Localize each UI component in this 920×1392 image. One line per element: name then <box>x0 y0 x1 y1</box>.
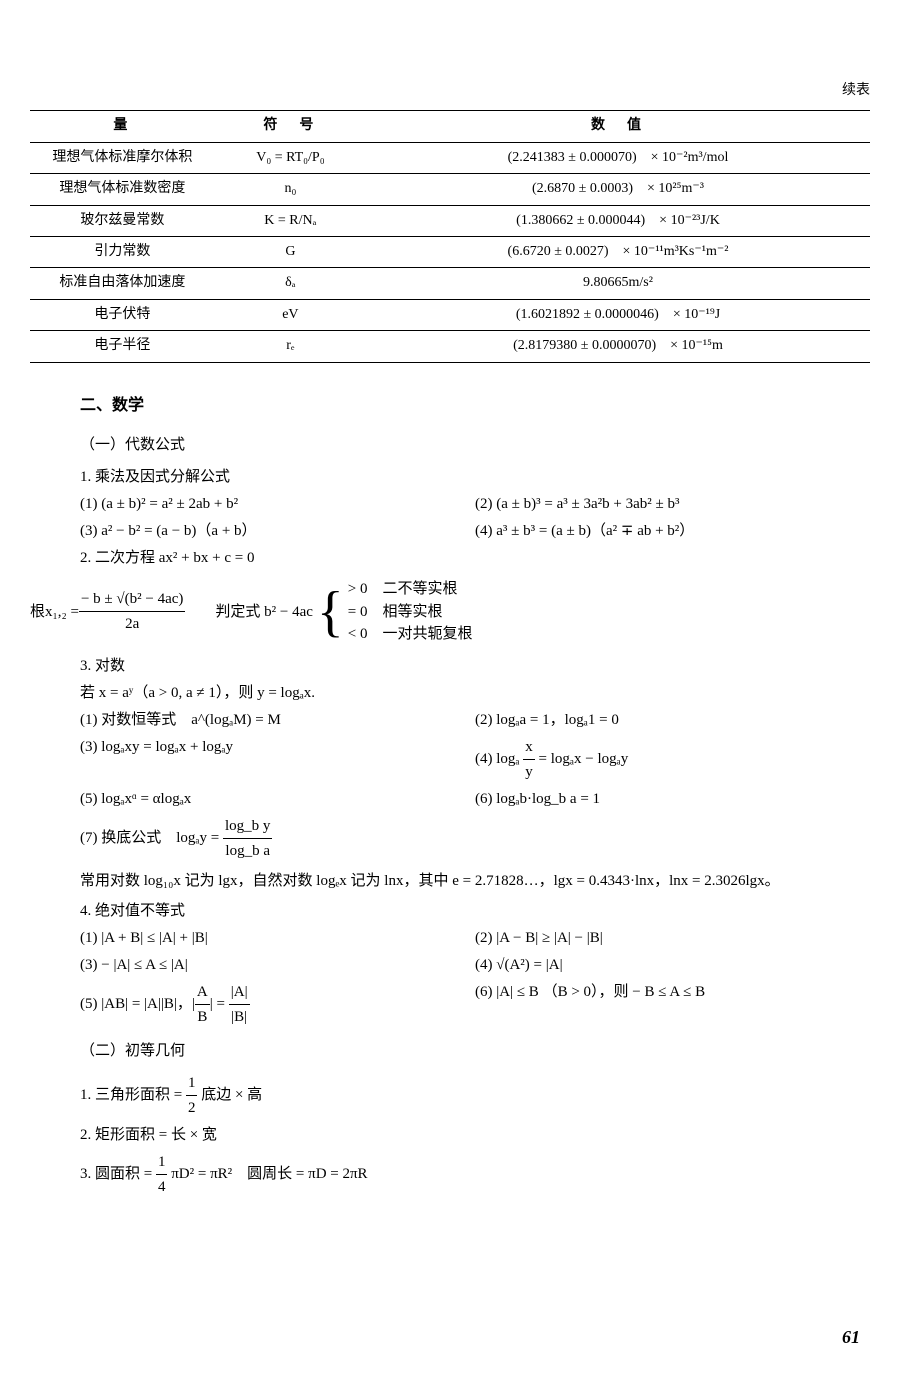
log-formula-4: (4) logₐ xy = logₐx − logₐy <box>475 735 870 784</box>
geometry-1: 1. 三角形面积 = 12 底边 × 高 <box>80 1071 870 1120</box>
page-number: 61 <box>842 1323 860 1352</box>
cell: (1.380662 ± 0.000044) × 10⁻²³J/K <box>366 205 870 236</box>
formula-3: (3) a² − b² = (a − b)（a + b） <box>80 519 475 543</box>
root-label: 根 <box>30 600 45 624</box>
algebra-title: （一）代数公式 <box>80 433 870 457</box>
log-formula-3: (3) logₐxy = logₐx + logₐy <box>80 735 475 784</box>
cell: 引力常数 <box>30 236 215 267</box>
brace-icon: { <box>317 584 344 640</box>
table-row: 玻尔兹曼常数K = R/Nₐ(1.380662 ± 0.000044) × 10… <box>30 205 870 236</box>
header-value: 数 值 <box>366 111 870 142</box>
cell: 电子半径 <box>30 331 215 362</box>
cell: 理想气体标准数密度 <box>30 174 215 205</box>
geometry-title: （二）初等几何 <box>80 1039 870 1063</box>
case-lt: < 0 一对共轭复根 <box>348 623 473 646</box>
cell: V₀ = RT₀/P₀ <box>215 142 366 173</box>
cell: (2.6870 ± 0.0003) × 10²⁵m⁻³ <box>366 174 870 205</box>
log-formula-5: (5) logₐxᵅ = αlogₐx <box>80 787 475 811</box>
cell: (6.6720 ± 0.0027) × 10⁻¹¹m³Ks⁻¹m⁻² <box>366 236 870 267</box>
abs-formula-2: (2) |A − B| ≥ |A| − |B| <box>475 926 870 950</box>
cell: 标准自由落体加速度 <box>30 268 215 299</box>
constants-table: 量 符 号 数 值 理想气体标准摩尔体积V₀ = RT₀/P₀(2.241383… <box>30 110 870 362</box>
abs-title: 4. 绝对值不等式 <box>80 899 870 923</box>
abs-formula-4: (4) √(A²) = |A| <box>475 953 870 977</box>
log-paragraph: 常用对数 log₁₀x 记为 lgx，自然对数 logₑx 记为 lnx，其中 … <box>30 869 870 893</box>
log-formula-6: (6) logₐb·log_b a = 1 <box>475 787 870 811</box>
root-x: x₁,₂ = <box>45 600 79 624</box>
cell: eV <box>215 299 366 330</box>
geometry-2: 2. 矩形面积 = 长 × 宽 <box>80 1123 870 1147</box>
log-formula-1: (1) 对数恒等式 a^(logₐM) = M <box>80 708 475 732</box>
continuation-label: 续表 <box>30 80 870 102</box>
cell: G <box>215 236 366 267</box>
cell: 玻尔兹曼常数 <box>30 205 215 236</box>
table-row: 电子伏特eV(1.6021892 ± 0.0000046) × 10⁻¹⁹J <box>30 299 870 330</box>
table-body: 理想气体标准摩尔体积V₀ = RT₀/P₀(2.241383 ± 0.00007… <box>30 142 870 362</box>
cell: K = R/Nₐ <box>215 205 366 236</box>
quadratic-root: 根 x₁,₂ = − b ± √(b² − 4ac) 2a 判定式 b² − 4… <box>30 578 870 646</box>
log-title: 3. 对数 <box>80 654 870 678</box>
abs-formula-6: (6) |A| ≤ B （B > 0），则 − B ≤ A ≤ B <box>475 980 870 1029</box>
table-row: 标准自由落体加速度δₐ9.80665m/s² <box>30 268 870 299</box>
multiplication-title: 1. 乘法及因式分解公式 <box>80 465 870 489</box>
abs-formula-3: (3) − |A| ≤ A ≤ |A| <box>80 953 475 977</box>
section-math-title: 二、数学 <box>80 393 870 419</box>
formula-2: (2) (a ± b)³ = a³ ± 3a²b + 3ab² ± b³ <box>475 492 870 516</box>
root-numerator: − b ± √(b² − 4ac) <box>79 587 185 612</box>
table-header-row: 量 符 号 数 值 <box>30 111 870 142</box>
table-row: 电子半径rₑ(2.8179380 ± 0.0000070) × 10⁻¹⁵m <box>30 331 870 362</box>
cell: n₀ <box>215 174 366 205</box>
abs-formula-5: (5) |AB| = |A||B|，|AB| = |A||B| <box>80 980 475 1029</box>
table-row: 理想气体标准数密度n₀(2.6870 ± 0.0003) × 10²⁵m⁻³ <box>30 174 870 205</box>
case-eq: = 0 相等实根 <box>348 601 473 624</box>
cell: (1.6021892 ± 0.0000046) × 10⁻¹⁹J <box>366 299 870 330</box>
cell: 电子伏特 <box>30 299 215 330</box>
formula-1: (1) (a ± b)² = a² ± 2ab + b² <box>80 492 475 516</box>
header-quantity: 量 <box>30 111 215 142</box>
cell: 理想气体标准摩尔体积 <box>30 142 215 173</box>
root-denominator: 2a <box>79 612 185 636</box>
case-gt: > 0 二不等实根 <box>348 578 473 601</box>
cell: (2.8179380 ± 0.0000070) × 10⁻¹⁵m <box>366 331 870 362</box>
log-definition: 若 x = aʸ（a > 0, a ≠ 1），则 y = logₐx. <box>80 681 870 705</box>
discriminant-cases: > 0 二不等实根 = 0 相等实根 < 0 一对共轭复根 <box>348 578 473 646</box>
root-fraction: − b ± √(b² − 4ac) 2a <box>79 587 185 636</box>
log-formula-2: (2) logₐa = 1，logₐ1 = 0 <box>475 708 870 732</box>
discriminant-label: 判定式 b² − 4ac <box>185 600 313 624</box>
formula-4: (4) a³ ± b³ = (a ± b)（a² ∓ ab + b²） <box>475 519 870 543</box>
quadratic-title: 2. 二次方程 ax² + bx + c = 0 <box>80 546 870 570</box>
cell: δₐ <box>215 268 366 299</box>
table-row: 理想气体标准摩尔体积V₀ = RT₀/P₀(2.241383 ± 0.00007… <box>30 142 870 173</box>
cell: 9.80665m/s² <box>366 268 870 299</box>
cell: (2.241383 ± 0.000070) × 10⁻²m³/mol <box>366 142 870 173</box>
table-row: 引力常数G(6.6720 ± 0.0027) × 10⁻¹¹m³Ks⁻¹m⁻² <box>30 236 870 267</box>
log-formula-7: (7) 换底公式 logₐy = log_b ylog_b a <box>80 814 870 863</box>
geometry-3: 3. 圆面积 = 14 πD² = πR² 圆周长 = πD = 2πR <box>80 1150 870 1199</box>
abs-formula-1: (1) |A + B| ≤ |A| + |B| <box>80 926 475 950</box>
cell: rₑ <box>215 331 366 362</box>
header-symbol: 符 号 <box>215 111 366 142</box>
